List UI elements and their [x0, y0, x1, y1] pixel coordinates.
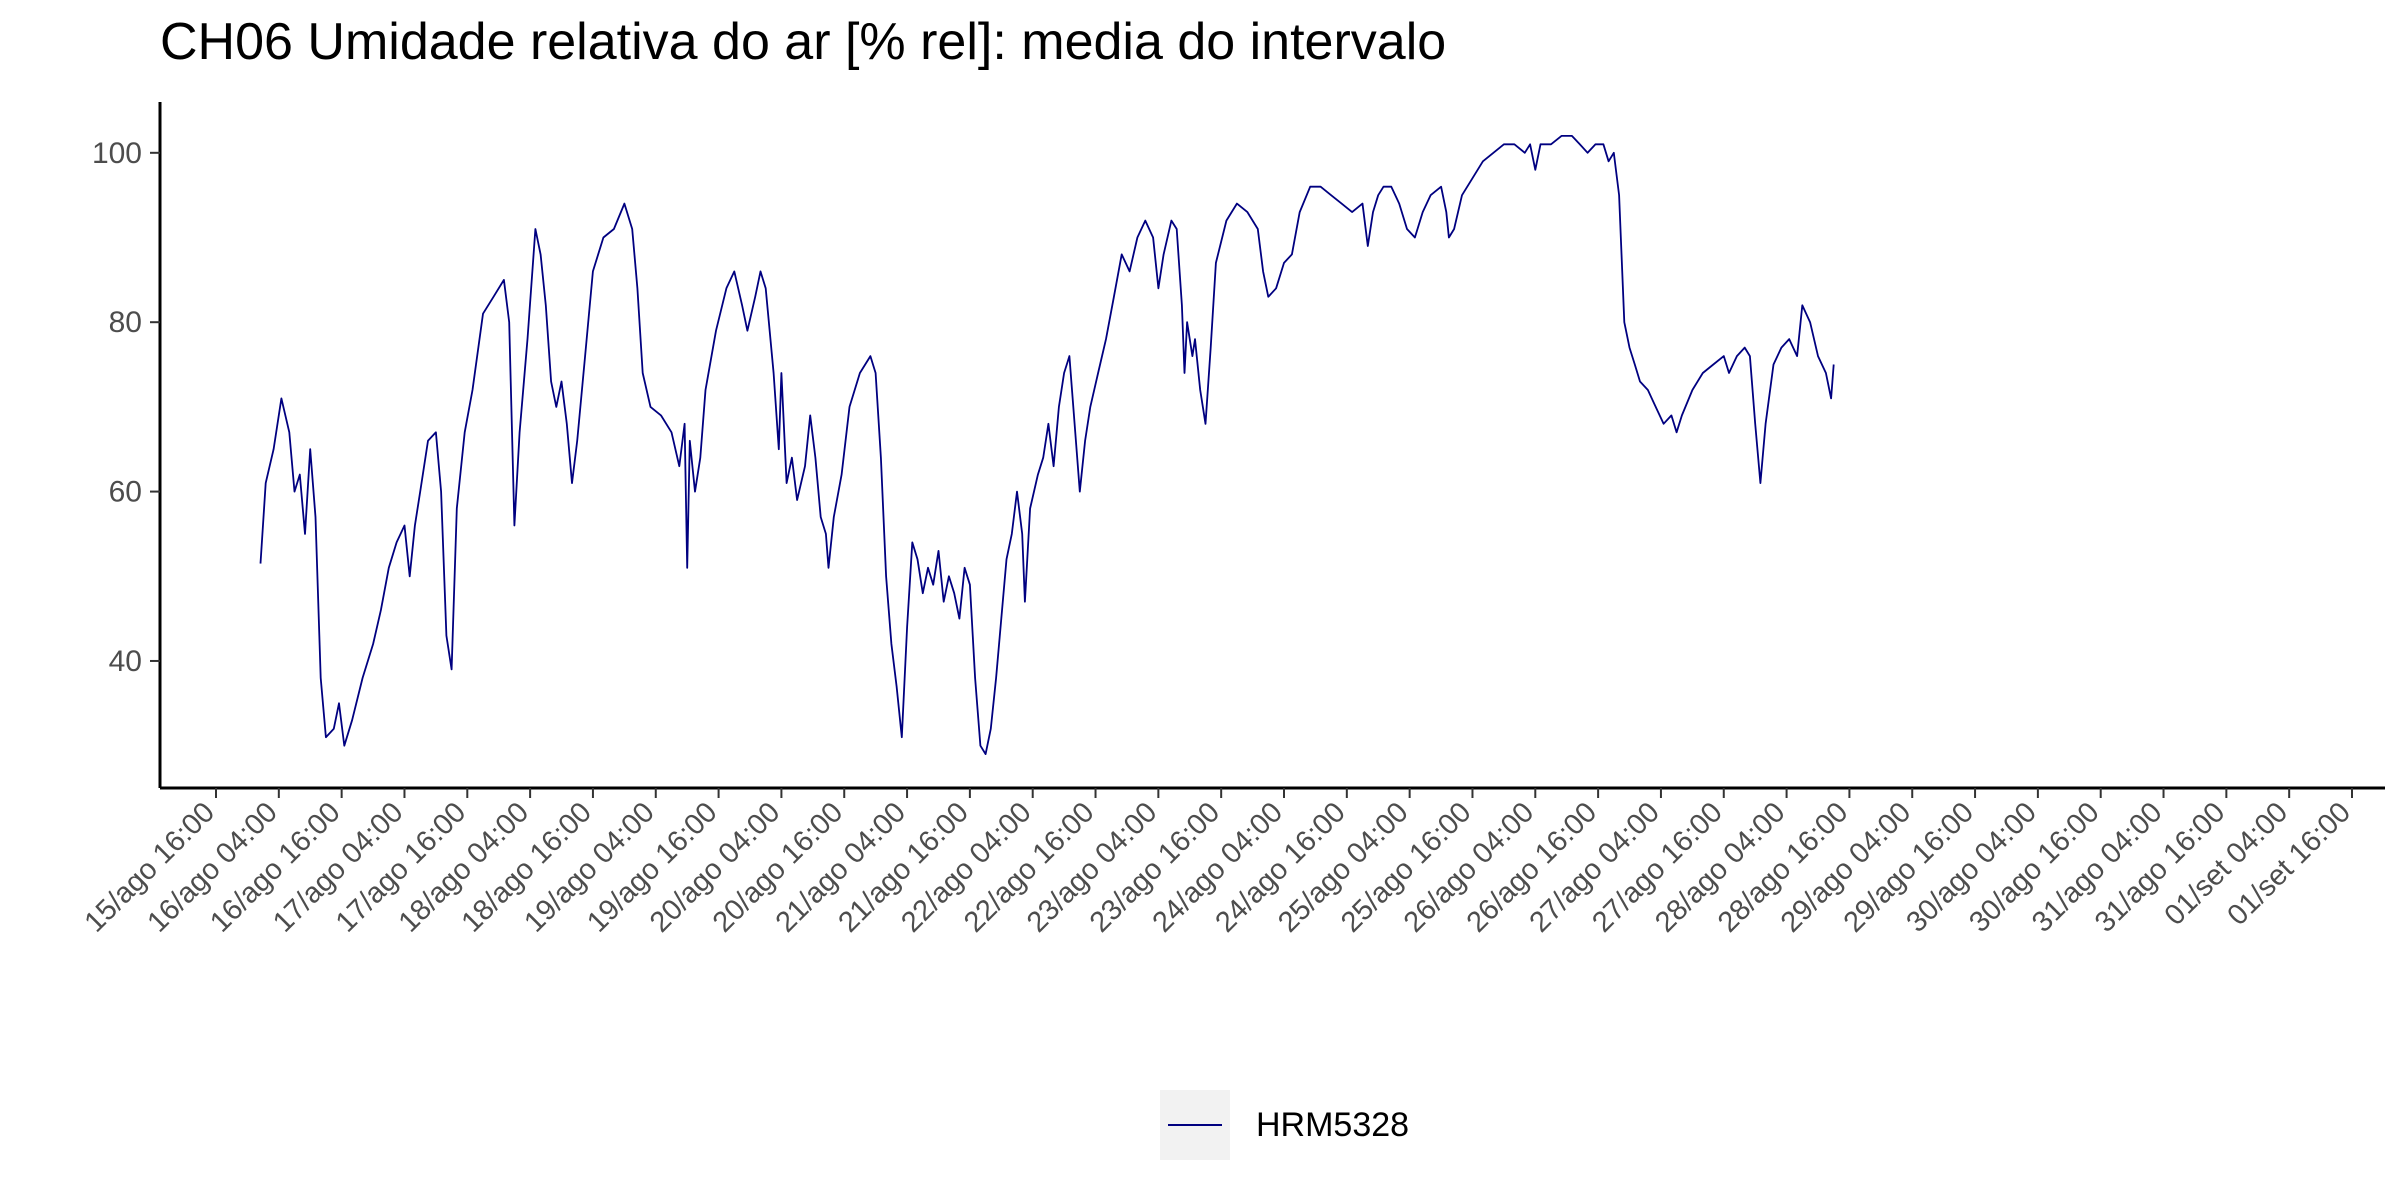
y-tick-label: 80 — [109, 306, 142, 339]
series-line — [259, 135, 1835, 755]
axes — [158, 102, 2385, 790]
y-tick-label: 60 — [109, 476, 142, 509]
chart-title: CH06 Umidade relativa do ar [% rel]: med… — [160, 13, 1447, 71]
legend: HRM5328 — [1160, 1090, 1409, 1160]
legend-label: HRM5328 — [1256, 1105, 1410, 1144]
y-tick-label: 100 — [92, 137, 142, 170]
legend-key-line — [1168, 1124, 1222, 1126]
legend-key — [1160, 1090, 1230, 1160]
y-axis-ticks: 40 60 80 100 — [92, 137, 160, 678]
series-layer — [259, 135, 1835, 755]
y-tick-label: 40 — [109, 645, 142, 678]
